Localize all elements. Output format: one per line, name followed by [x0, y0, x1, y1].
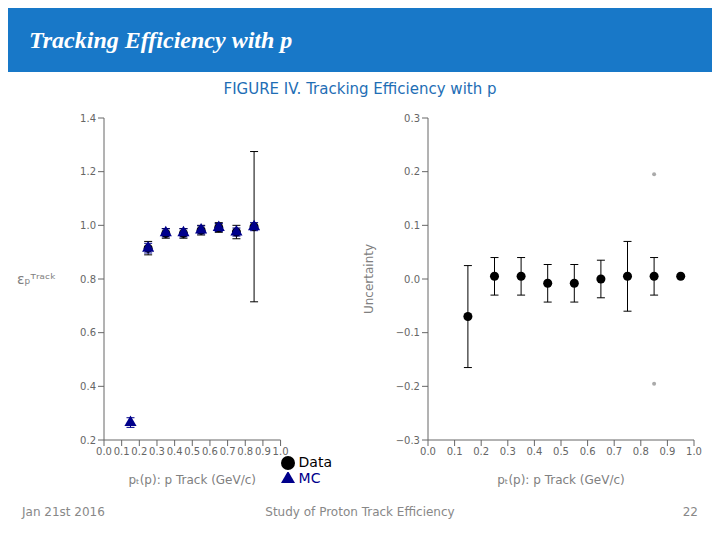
svg-text:pₜ(p): p Track (GeV/c): pₜ(p): p Track (GeV/c) — [497, 473, 625, 487]
svg-text:0.7: 0.7 — [606, 446, 622, 457]
svg-text:0.3: 0.3 — [149, 446, 165, 457]
svg-text:0.5: 0.5 — [184, 446, 200, 457]
svg-text:0.3: 0.3 — [404, 113, 420, 124]
svg-text:0.6: 0.6 — [580, 446, 596, 457]
html-text:22: 22 — [682, 505, 698, 519]
svg-text:0.1: 0.1 — [404, 220, 420, 231]
svg-text:Uncertainty: Uncertainty — [362, 244, 376, 314]
svg-text:0.4: 0.4 — [167, 446, 183, 457]
svg-text:0.1: 0.1 — [114, 446, 130, 457]
svg-text:1.0: 1.0 — [686, 446, 702, 457]
svg-text:0.9: 0.9 — [255, 446, 271, 457]
html-text:Study of Proton Track Efficien: Study of Proton Track Efficiency — [265, 505, 455, 519]
html-text:Data: Data — [298, 454, 332, 470]
html-text:Tracking Efficiency with p: Tracking Efficiency with p — [29, 26, 293, 53]
svg-text:0.6: 0.6 — [202, 446, 218, 457]
svg-text:−0.2: −0.2 — [396, 381, 420, 392]
svg-text:1.4: 1.4 — [80, 113, 96, 124]
svg-text:0.4: 0.4 — [526, 446, 542, 457]
svg-text:−0.1: −0.1 — [396, 327, 420, 338]
html-text:FIGURE IV. Tracking Efficiency: FIGURE IV. Tracking Efficiency with p — [223, 80, 497, 98]
svg-text:pₜ(p): p Track (GeV/c): pₜ(p): p Track (GeV/c) — [129, 473, 257, 487]
svg-text:0.9: 0.9 — [659, 446, 675, 457]
svg-text:0.2: 0.2 — [80, 435, 96, 446]
svg-text:0.0: 0.0 — [404, 274, 420, 285]
html-text:Jan 21st 2016: Jan 21st 2016 — [22, 505, 105, 519]
svg-text:1.0: 1.0 — [273, 446, 289, 457]
svg-text:0.0: 0.0 — [420, 446, 436, 457]
svg-text:0.8: 0.8 — [633, 446, 649, 457]
svg-text:1.0: 1.0 — [80, 220, 96, 231]
svg-text:0.2: 0.2 — [131, 446, 147, 457]
svg-text:0.5: 0.5 — [553, 446, 569, 457]
svg-text:0.7: 0.7 — [220, 446, 236, 457]
svg-text:1.2: 1.2 — [80, 166, 96, 177]
svg-text:0.4: 0.4 — [80, 381, 96, 392]
svg-text:0.1: 0.1 — [447, 446, 463, 457]
svg-text:εₚᵀʳᵃᶜᵏ: εₚᵀʳᵃᶜᵏ — [17, 271, 56, 287]
svg-text:0.8: 0.8 — [237, 446, 253, 457]
svg-text:0.8: 0.8 — [80, 274, 96, 285]
svg-text:0.0: 0.0 — [96, 446, 112, 457]
html-text:MC: MC — [298, 470, 321, 486]
svg-text:−0.3: −0.3 — [396, 435, 420, 446]
svg-text:0.2: 0.2 — [473, 446, 489, 457]
svg-text:0.6: 0.6 — [80, 327, 96, 338]
svg-text:0.3: 0.3 — [500, 446, 516, 457]
svg-text:0.2: 0.2 — [404, 166, 420, 177]
